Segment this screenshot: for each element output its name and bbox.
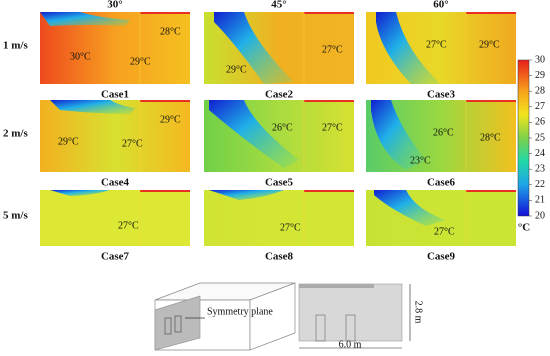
contour-panel: 27°C 29°C [204,12,354,84]
colorbar-tick-label: 30 [535,54,545,65]
case-label: Case1 [101,89,129,101]
colorbar-tick-label: 26 [535,117,545,128]
colorbar-tick-label: 23 [535,163,545,174]
contour-panel: 29°C 29°C 27°C [40,100,190,172]
contour-panel: 27°C [40,190,190,246]
temperature-label: 28°C [480,132,501,143]
temperature-label: 26°C [272,122,293,133]
temperature-label: 27°C [118,220,139,231]
contour-panels: 28°C30°C 29°C27°C29°C27°C 29°C29°C29°C 27°C… [40,12,516,246]
contour-panel: 28°C 30°C 29°C [40,12,190,84]
contour-panel: 26°C 27°C [204,100,354,172]
ceiling-strip [466,190,516,192]
colorbar-tick-label: 21 [535,195,545,206]
temperature-label: 28°C [160,26,181,37]
ceiling-strip [466,12,516,14]
colorbar-tick-label: 24 [535,148,545,159]
cold-jet [209,190,284,200]
temperature-label: 30°C [70,51,91,62]
colorbar-tick-label: 22 [535,179,545,190]
case-label: Case5 [265,177,294,189]
width-label: 6.0 m [339,339,362,350]
ceiling-strip [304,100,354,102]
colorbar-tick-label: 29 [535,70,545,81]
row-header: 5 m/s [3,210,28,222]
cold-jet [50,190,110,196]
panel-bg [204,190,354,246]
ceiling-strip [140,190,190,192]
ceiling-strip [140,100,190,102]
row-header: 1 m/s [3,40,28,52]
case-label: Case2 [265,89,294,101]
case-label: Case4 [101,177,130,189]
contour-panel: 27°C [366,190,516,246]
temperature-label: 27°C [434,226,455,237]
cold-jet [50,100,135,114]
colorbar-tick-label: 20 [535,210,545,221]
ceiling-strip [466,100,516,102]
temperature-label: 29°C [226,64,247,75]
column-header: 30° [107,0,122,11]
cold-jet [209,100,299,168]
cold-jet [40,12,130,26]
temperature-label: 29°C [58,136,79,147]
cold-jet [376,12,441,84]
schematic-3d [154,282,296,351]
temperature-label: 29°C [160,114,181,125]
case-label: Case8 [265,251,294,263]
colorbar [517,59,530,217]
temperature-label: 27°C [122,138,143,149]
colorbar-tick-label: 27 [535,101,545,112]
case-label: Case7 [101,251,130,263]
ceiling-strip [140,12,190,14]
height-label: 2.8 m [413,301,424,324]
temperature-label: 27°C [322,44,343,55]
schematic-2d [298,283,411,349]
colorbar-tick-label: 28 [535,85,545,96]
temperature-label: 26°C [433,127,454,138]
temperature-label: 23°C [410,155,431,166]
temperature-label: 29°C [130,56,151,67]
ceiling-strip [304,12,354,14]
colorbar-tick-label: 25 [535,132,545,143]
cold-jet [214,12,294,84]
cold-jet [374,190,446,226]
column-header: 45° [271,0,286,11]
temperature-label: 27°C [426,39,447,50]
contour-panel: 27°C 29°C [366,12,516,84]
panel-bg [40,190,190,246]
temperature-label: 27°C [322,122,343,133]
cold-jet [371,100,426,170]
contour-panel: 27°C [204,190,354,246]
case-label: Case9 [427,251,456,263]
ceiling-strip [304,190,354,192]
row-header: 2 m/s [3,128,28,140]
temperature-label: 27°C [280,222,301,233]
contour-panel: 26°C 28°C 23°C [366,100,516,172]
temperature-label: 29°C [479,39,500,50]
case-label: Case3 [427,89,456,101]
colorbar-unit: °C [518,222,530,234]
plane-label: Symmetry plane [207,306,273,317]
case-label: Case6 [427,177,456,189]
column-header: 60° [433,0,448,11]
